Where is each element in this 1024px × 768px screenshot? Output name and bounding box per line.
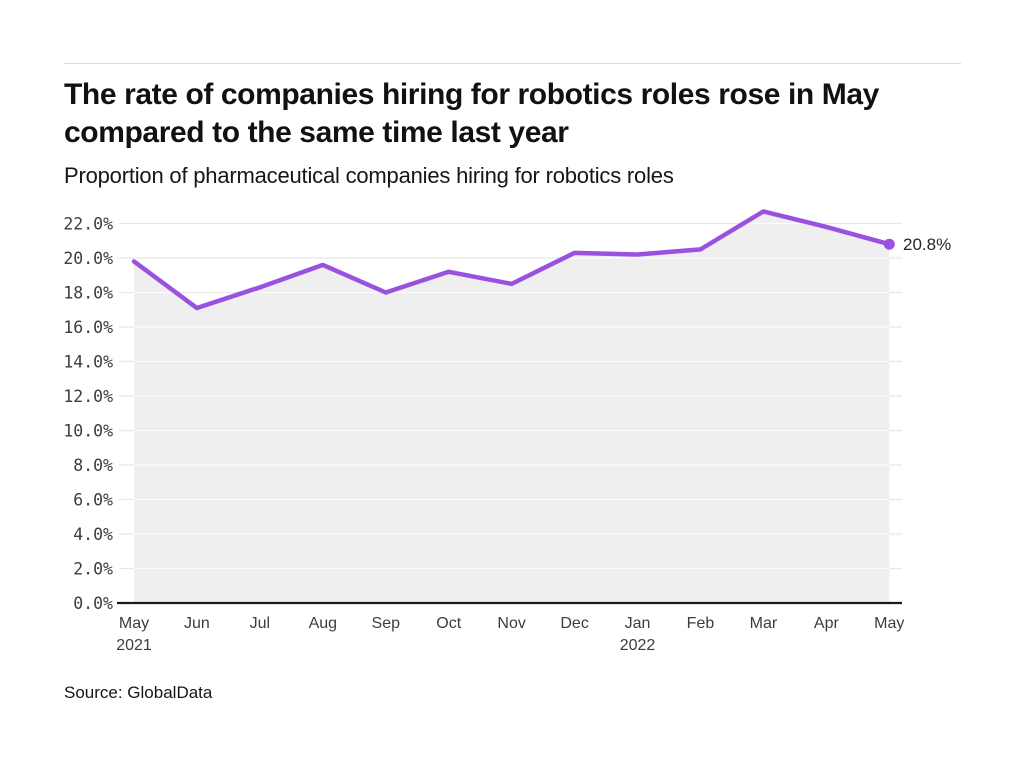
x-axis-tick-label: Apr [814,615,840,632]
y-axis-tick-label: 20.0% [63,249,113,268]
chart-headline: The rate of companies hiring for robotic… [64,76,994,152]
source-attribution: Source: GlobalData [64,683,213,702]
y-axis-tick-label: 0.0% [73,594,113,613]
x-axis-tick-label: Jan [625,615,651,632]
x-axis-tick-label: Jun [184,615,210,632]
y-axis-tick-label: 22.0% [63,215,113,234]
x-axis-tick-label: Dec [560,615,588,632]
x-axis-year-label: 2022 [620,637,656,654]
y-axis-tick-label: 8.0% [73,456,113,475]
x-axis-tick-label: May [119,615,149,632]
end-point-value-label: 20.8% [903,235,951,254]
y-axis-tick-label: 18.0% [63,284,113,303]
line-chart: 0.0% 2.0% 4.0% 6.0% 8.0% 10.0% 12.0% 14.0% 16.0%… [63,209,951,654]
chart-subtitle: Proportion of pharmaceutical companies h… [64,163,674,188]
y-axis-tick-label: 2.0% [73,560,113,579]
series-line [131,209,892,311]
x-axis-tick-label: Feb [687,615,715,632]
x-axis-tick-label: Mar [750,615,778,632]
x-axis-tick-label: Sep [372,615,401,632]
x-axis-tick-label: Aug [309,615,337,632]
headline-line-2: compared to the same time last year [64,116,569,149]
y-axis-tick-label: 6.0% [73,491,113,510]
y-axis-tick-label: 4.0% [73,525,113,544]
x-axis-tick-label: Nov [497,615,525,632]
x-axis-tick-label: Oct [436,615,461,632]
end-point-dot [883,238,895,250]
x-axis-year-label: 2021 [116,637,152,654]
x-axis-tick-label: Jul [250,615,270,632]
series-area-fill [134,211,890,604]
y-axis-tick-label: 14.0% [63,353,113,372]
x-axis-tick-label: May [874,615,904,632]
y-axis-tick-label: 12.0% [63,387,113,406]
headline-line-1: The rate of companies hiring for robotic… [64,78,879,111]
y-axis-tick-label: 10.0% [63,422,113,441]
y-axis-tick-label: 16.0% [63,318,113,337]
top-divider-rule [64,63,961,64]
